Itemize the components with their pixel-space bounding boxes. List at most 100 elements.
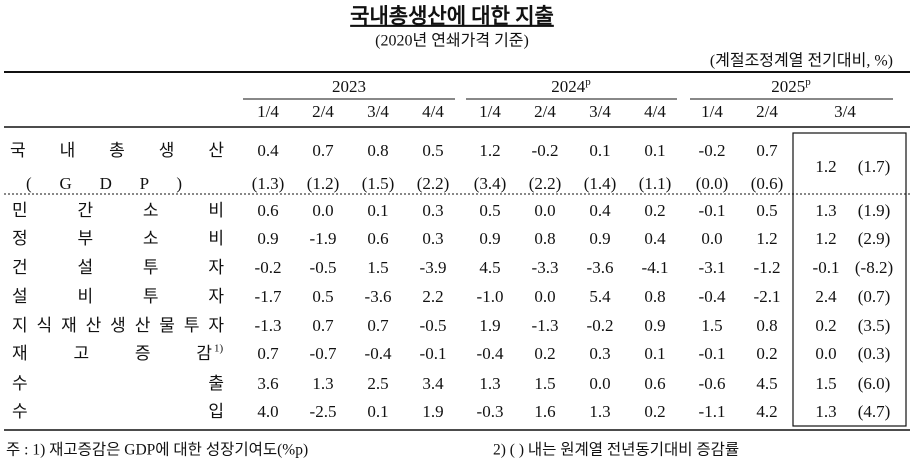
cell: -3.6	[587, 258, 614, 277]
cell: 0.8	[756, 316, 777, 335]
cell: 1.9	[479, 316, 500, 335]
cell: 0.8	[367, 141, 388, 160]
cell: (1.2)	[307, 174, 340, 193]
cell: 0.2	[644, 402, 665, 421]
cell: 0.7	[756, 141, 778, 160]
cell: 0.0	[534, 287, 555, 306]
cell: -0.1	[420, 344, 447, 363]
row-label: 민 간 소 비	[12, 201, 224, 220]
cell: (1.1)	[639, 174, 672, 193]
cell: 0.8	[534, 229, 555, 248]
row-label: 수 입	[12, 402, 224, 421]
cell: (2.2)	[417, 174, 450, 193]
cell: 0.9	[589, 229, 610, 248]
cell: -0.1	[813, 258, 840, 277]
subtitle: (2020년 연쇄가격 기준)	[375, 32, 529, 50]
cell: 1.5	[534, 374, 555, 393]
cell: 1.5	[815, 374, 836, 393]
quarter: 1/4	[701, 102, 723, 121]
cell: 0.6	[367, 229, 388, 248]
cell: 0.6	[257, 201, 278, 220]
quarter: 4/4	[644, 102, 666, 121]
cell: 1.3	[589, 402, 610, 421]
cell: (1.7)	[858, 157, 891, 176]
cell: -1.1	[699, 402, 726, 421]
cell: -0.2	[587, 316, 614, 335]
cell: 0.3	[422, 229, 443, 248]
cell: 0.9	[257, 229, 278, 248]
cell: -2.1	[754, 287, 781, 306]
row-note: 1)	[214, 343, 224, 355]
cell: -1.3	[532, 316, 559, 335]
cell: -0.4	[699, 287, 726, 306]
cell: 0.5	[756, 201, 777, 220]
cell: 0.7	[312, 316, 334, 335]
year-label: 2024	[551, 77, 586, 96]
cell: 1.9	[422, 402, 443, 421]
cell: (1.9)	[858, 201, 891, 220]
cell: 0.1	[644, 141, 665, 160]
cell: -1.2	[754, 258, 781, 277]
cell: 1.2	[815, 157, 836, 176]
cell: 3.6	[257, 374, 278, 393]
cell: 0.0	[589, 374, 610, 393]
cell: 0.9	[479, 229, 500, 248]
cell: -0.2	[532, 141, 559, 160]
cell: 0.2	[815, 316, 836, 335]
cell: 0.3	[589, 344, 610, 363]
quarter: 1/4	[479, 102, 501, 121]
row-label: 수 출	[12, 374, 224, 393]
cell: 0.0	[815, 344, 836, 363]
cell: -3.3	[532, 258, 559, 277]
row-label: 건 설 투 자	[12, 258, 224, 277]
cell: 1.3	[479, 374, 500, 393]
cell: -0.6	[699, 374, 726, 393]
cell: (0.0)	[696, 174, 729, 193]
cell: -3.9	[420, 258, 447, 277]
cell: -2.5	[310, 402, 337, 421]
cell: 1.3	[815, 402, 836, 421]
cell: 2.5	[367, 374, 388, 393]
cell: 0.0	[701, 229, 722, 248]
quarter: 2/4	[534, 102, 556, 121]
cell: (0.7)	[858, 287, 891, 306]
cell: 0.7	[257, 344, 279, 363]
cell: -1.7	[255, 287, 282, 306]
cell: (1.3)	[252, 174, 285, 193]
cell: 0.6	[644, 374, 665, 393]
cell: 1.2	[756, 229, 777, 248]
row-label: 지식재산생산물투자	[12, 316, 224, 335]
cell: -0.2	[699, 141, 726, 160]
cell: 0.5	[422, 141, 443, 160]
row-label: 재 고 증 감	[12, 344, 212, 363]
footnote: 주 : 1) 재고증감은 GDP에 대한 성장기여도(%p)	[6, 441, 308, 459]
cell: 0.3	[422, 201, 443, 220]
cell: 0.1	[367, 402, 388, 421]
year: 2023	[332, 77, 366, 96]
cell: 0.4	[644, 229, 666, 248]
footnote: 2) ( ) 내는 원계열 전년동기대비 증감률	[493, 441, 739, 459]
cell: 0.1	[644, 344, 665, 363]
year: 2025p	[771, 76, 811, 96]
cell: 0.8	[644, 287, 665, 306]
cell: 0.0	[534, 201, 555, 220]
cell: 4.5	[756, 374, 777, 393]
cell: (-8.2)	[855, 258, 893, 277]
cell: 1.2	[815, 229, 836, 248]
cell: -0.3	[477, 402, 504, 421]
year: 2024p	[551, 76, 591, 96]
row-label: ( G D P )	[26, 174, 182, 193]
quarter: 2/4	[312, 102, 334, 121]
cell: (1.4)	[584, 174, 617, 193]
quarter: 3/4	[834, 102, 856, 121]
year-mark: p	[585, 76, 591, 88]
cell: -1.9	[310, 229, 337, 248]
cell: 0.2	[644, 201, 665, 220]
cell: -0.4	[365, 344, 392, 363]
cell: (0.3)	[858, 344, 891, 363]
cell: -1.0	[477, 287, 504, 306]
cell: 2.2	[422, 287, 443, 306]
quarter: 4/4	[422, 102, 444, 121]
cell: 0.4	[257, 141, 279, 160]
